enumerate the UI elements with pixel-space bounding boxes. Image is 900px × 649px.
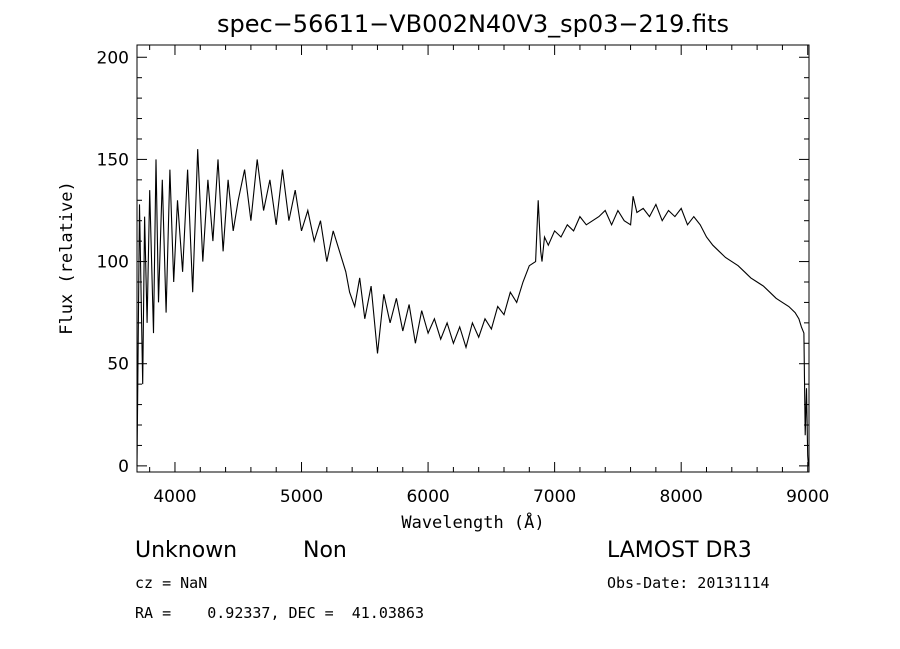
x-tick-label: 9000 xyxy=(786,487,829,507)
x-tick-label: 6000 xyxy=(406,487,449,507)
y-tick-label: 0 xyxy=(118,457,129,477)
redshift-readout: cz = NaN xyxy=(135,574,208,592)
axis-tick-labels: 4000 5000 6000 7000 8000 9000 0 50 100 150 200 xyxy=(97,48,830,507)
x-axis-label: Wavelength (Å) xyxy=(401,511,544,533)
chart-title: spec−56611−VB002N40V3_sp03−219.fits xyxy=(217,10,729,38)
y-tick-label: 100 xyxy=(97,253,129,273)
axis-ticks xyxy=(137,45,809,472)
obs-date: Obs-Date: 20131114 xyxy=(607,574,770,592)
object-class: Unknown xyxy=(135,538,238,563)
x-tick-label: 4000 xyxy=(153,487,196,507)
spectrum-line xyxy=(136,149,809,466)
y-tick-label: 150 xyxy=(97,150,129,170)
x-tick-label: 7000 xyxy=(533,487,576,507)
coordinates-readout: RA = 0.92337, DEC = 41.03863 xyxy=(135,604,424,622)
x-tick-label: 8000 xyxy=(660,487,703,507)
y-tick-label: 50 xyxy=(107,355,129,375)
object-subclass: Non xyxy=(303,538,347,563)
plot-frame xyxy=(136,44,810,473)
survey-name: LAMOST DR3 xyxy=(607,538,752,563)
x-tick-label: 5000 xyxy=(280,487,323,507)
y-tick-label: 200 xyxy=(97,48,129,68)
y-axis-label: Flux (relative) xyxy=(57,181,77,335)
